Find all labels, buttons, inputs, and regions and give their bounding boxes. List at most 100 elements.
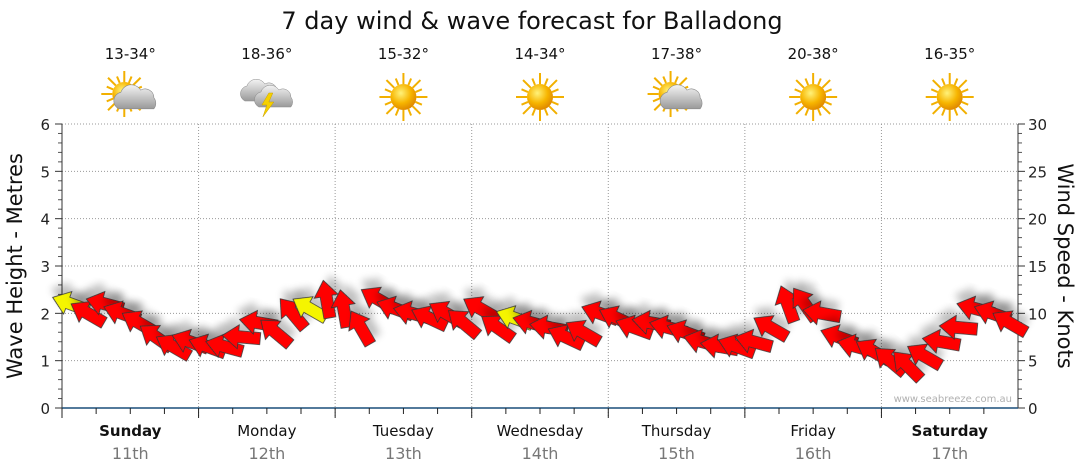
- sun-ray: [384, 88, 392, 93]
- sun-ray: [662, 76, 667, 84]
- wind-arrow: [938, 314, 979, 341]
- right-tick-label: 10: [1028, 305, 1047, 323]
- wind-arrow: [348, 310, 376, 348]
- sunny-icon: [925, 73, 974, 121]
- day-date: 16th: [795, 444, 832, 463]
- sun-ray: [544, 78, 549, 86]
- sun-icon: [527, 84, 553, 110]
- chart-title: 7 day wind & wave forecast for Balladong: [281, 7, 782, 35]
- sun-ray: [961, 101, 969, 106]
- right-tick-label: 5: [1028, 353, 1038, 371]
- sun-ray: [548, 79, 558, 89]
- sun-ray: [411, 105, 422, 115]
- sun-ray: [953, 108, 959, 116]
- sun-ray: [941, 78, 946, 86]
- right-tick-label: 25: [1028, 163, 1047, 181]
- sun-ray: [531, 78, 536, 86]
- sunny-icon: [789, 73, 838, 121]
- watermark: www.seabreeze.com.au: [894, 394, 1012, 405]
- cloud-icon: [113, 84, 157, 110]
- sun-icon: [800, 84, 827, 110]
- day-date: 11th: [112, 444, 149, 463]
- sun-ray: [522, 79, 532, 89]
- left-tick-label: 4: [40, 211, 50, 229]
- sun-icon: [390, 84, 417, 110]
- partly-cloudy-icon: [101, 71, 157, 117]
- day-column-saturday: 16-35° Saturday 17th: [912, 45, 989, 463]
- day-column-friday: 20-38° Friday 16th: [788, 45, 839, 463]
- day-temperature: 18-36°: [241, 45, 292, 63]
- wind-arrow: [734, 328, 774, 354]
- sun-ray: [407, 78, 413, 86]
- wind-arrow: [802, 300, 842, 326]
- day-temperature: 15-32°: [378, 45, 429, 63]
- sun-ray: [958, 79, 968, 89]
- sun-ray: [384, 101, 392, 106]
- sun-ray: [653, 77, 663, 87]
- left-axis-label: Wave Height - Metres: [3, 153, 27, 379]
- wind-arrow: [874, 348, 909, 379]
- day-label: Tuesday: [372, 422, 434, 440]
- sun-ray: [821, 79, 831, 89]
- sun-ray: [674, 76, 679, 84]
- wind-arrow: [260, 319, 295, 350]
- day-label: Wednesday: [497, 422, 584, 440]
- day-label: Friday: [790, 422, 836, 440]
- sun-ray: [415, 101, 423, 106]
- day-label: Monday: [237, 422, 296, 440]
- left-tick-label: 2: [40, 305, 50, 323]
- day-date: 15th: [658, 444, 695, 463]
- sun-ray: [551, 101, 559, 106]
- sun-ray: [394, 78, 400, 86]
- day-temperature: 20-38°: [788, 45, 839, 63]
- sun-ray: [795, 105, 805, 115]
- sun-ray: [932, 79, 942, 89]
- wind-arrow: [448, 310, 483, 341]
- day-column-tuesday: 15-32° Tuesday 13th: [372, 45, 434, 463]
- day-date: 14th: [522, 444, 559, 463]
- right-tick-label: 15: [1028, 258, 1047, 276]
- wind-arrow: [330, 289, 356, 329]
- day-label: Sunday: [99, 422, 162, 440]
- sun-ray: [958, 105, 968, 115]
- sun-ray: [116, 76, 121, 84]
- day-column-monday: 18-36° Monday 12th: [237, 45, 296, 463]
- day-column-thursday: 17-38° Thursday 15th: [641, 45, 712, 463]
- sunny-icon: [516, 73, 564, 121]
- partly-cloudy-icon: [647, 71, 703, 117]
- wind-arrow: [907, 343, 945, 372]
- sun-ray: [551, 88, 559, 93]
- sun-ray: [941, 108, 946, 116]
- day-temperature: 16-35°: [924, 45, 975, 63]
- sun-ray: [385, 79, 395, 89]
- day-column-wednesday: 14-34° Wednesday 14th: [497, 45, 584, 463]
- sun-ray: [817, 108, 822, 116]
- wind-arrow: [221, 324, 262, 350]
- sun-icon: [936, 84, 963, 110]
- wind-arrow: [992, 310, 1030, 339]
- wind-arrow: [717, 333, 757, 360]
- sun-ray: [411, 79, 422, 89]
- left-tick-label: 0: [40, 400, 50, 418]
- sun-ray: [544, 108, 549, 116]
- sun-ray: [407, 108, 413, 116]
- wind-arrow: [921, 328, 962, 354]
- sun-ray: [961, 88, 969, 93]
- wind-arrow: [615, 314, 655, 341]
- right-axis-label: Wind Speed - Knots: [1053, 163, 1077, 368]
- sun-ray: [522, 105, 532, 115]
- sun-ray: [521, 101, 529, 106]
- right-tick-label: 30: [1028, 116, 1047, 134]
- sun-ray: [652, 85, 660, 91]
- day-temperature: 17-38°: [651, 45, 702, 63]
- day-date: 12th: [248, 444, 285, 463]
- wind-arrow: [565, 319, 603, 348]
- sun-ray: [817, 78, 822, 86]
- sun-ray: [930, 101, 939, 106]
- sun-ray: [107, 77, 117, 87]
- sun-ray: [794, 88, 802, 93]
- left-tick-label: 3: [40, 258, 50, 276]
- day-label: Saturday: [912, 422, 989, 440]
- sun-ray: [394, 108, 400, 116]
